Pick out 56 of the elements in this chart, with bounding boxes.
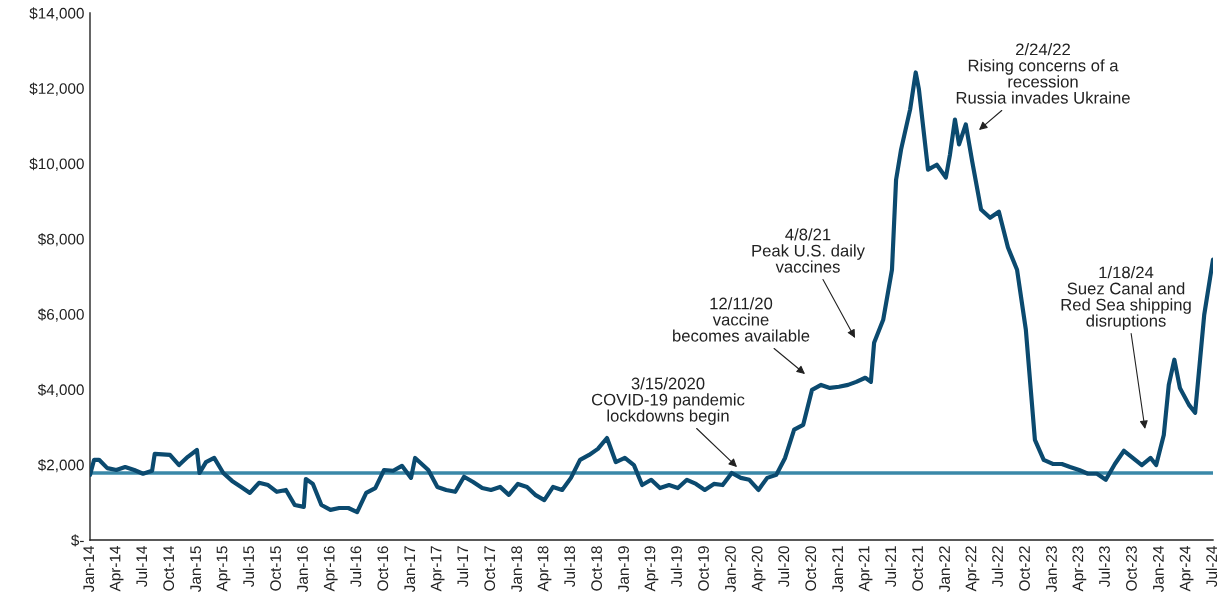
- x-tick-label: Apr-24: [1179, 546, 1194, 592]
- x-tick-label: Oct-14: [163, 546, 175, 591]
- y-tick-label: $-: [71, 534, 84, 547]
- y-tick-label: $6,000: [37, 308, 84, 322]
- x-tick-label: Oct-19: [698, 546, 709, 591]
- x-tick-label: Jul-15: [242, 546, 255, 587]
- annotation: 3/15/2020 COVID-19 pandemic lockdowns begin: [591, 377, 745, 425]
- x-tick-label: Jul-18: [563, 546, 576, 587]
- x-tick-label: Apr-18: [537, 546, 552, 592]
- annotation: 1/18/24 Suez Canal and Red Sea shipping disruptions: [1061, 266, 1191, 330]
- x-tick-label: Jul-19: [670, 546, 682, 587]
- y-tick-label: $10,000: [29, 157, 84, 172]
- y-tick-label: $12,000: [29, 82, 84, 96]
- x-tick-label: Jul-24: [1205, 546, 1218, 587]
- y-tick-label: $2,000: [37, 458, 84, 473]
- x-tick-label: Apr-22: [965, 546, 980, 592]
- x-tick-label: Jan-17: [404, 546, 416, 593]
- x-tick-label: Jan-24: [1152, 546, 1164, 593]
- x-tick-label: Oct-22: [1019, 546, 1030, 591]
- x-tick-label: Apr-16: [323, 546, 338, 592]
- x-tick-label: Jul-23: [1098, 546, 1110, 587]
- x-tick-label: Jan-23: [1046, 546, 1057, 593]
- x-tick-label: Jul-16: [350, 546, 362, 587]
- x-tick-label: Apr-21: [858, 546, 873, 592]
- x-tick-label: Apr-19: [644, 546, 659, 592]
- x-tick-label: Apr-15: [216, 546, 231, 592]
- x-tick-label: Oct-15: [270, 546, 281, 591]
- y-tick-label: $4,000: [37, 383, 84, 397]
- x-tick-label: Jan-16: [297, 546, 308, 593]
- x-tick-label: Apr-23: [1072, 546, 1087, 592]
- x-tick-label: Oct-20: [805, 546, 817, 591]
- x-tick-label: Jul-20: [777, 546, 790, 587]
- y-tick-label: $8,000: [37, 233, 84, 247]
- annotation: 12/11/20 vaccine becomes available: [673, 297, 810, 342]
- x-tick-label: Oct-23: [1126, 546, 1137, 591]
- x-tick-label: Jan-22: [939, 546, 950, 593]
- x-tick-label: Apr-20: [751, 546, 766, 592]
- x-tick-label: Oct-18: [591, 546, 602, 591]
- x-tick-label: Apr-17: [430, 546, 445, 592]
- x-tick-label: Jan-19: [618, 546, 629, 593]
- x-tick-label: Jan-15: [190, 546, 202, 593]
- y-tick-label: $14,000: [29, 7, 84, 21]
- annotation: 2/24/22 Rising concerns of a recession Russia invades Ukraine: [956, 43, 1130, 104]
- x-tick-label: Apr-14: [109, 546, 124, 592]
- x-tick-label: Jul-22: [991, 546, 1003, 587]
- annotation: 4/8/21 Peak U.S. daily vaccines: [752, 228, 865, 273]
- x-tick-label: Jul-21: [884, 546, 897, 587]
- x-tick-label: Oct-16: [377, 546, 389, 591]
- x-tick-label: Jan-18: [511, 546, 523, 593]
- x-tick-label: Jul-14: [135, 546, 148, 587]
- x-tick-label: Jan-21: [832, 546, 844, 593]
- x-tick-label: Jan-14: [83, 546, 95, 593]
- x-tick-label: Oct-17: [484, 546, 496, 591]
- x-tick-label: Oct-21: [912, 546, 924, 591]
- x-tick-label: Jan-20: [725, 546, 736, 593]
- x-tick-label: Jul-17: [456, 546, 469, 587]
